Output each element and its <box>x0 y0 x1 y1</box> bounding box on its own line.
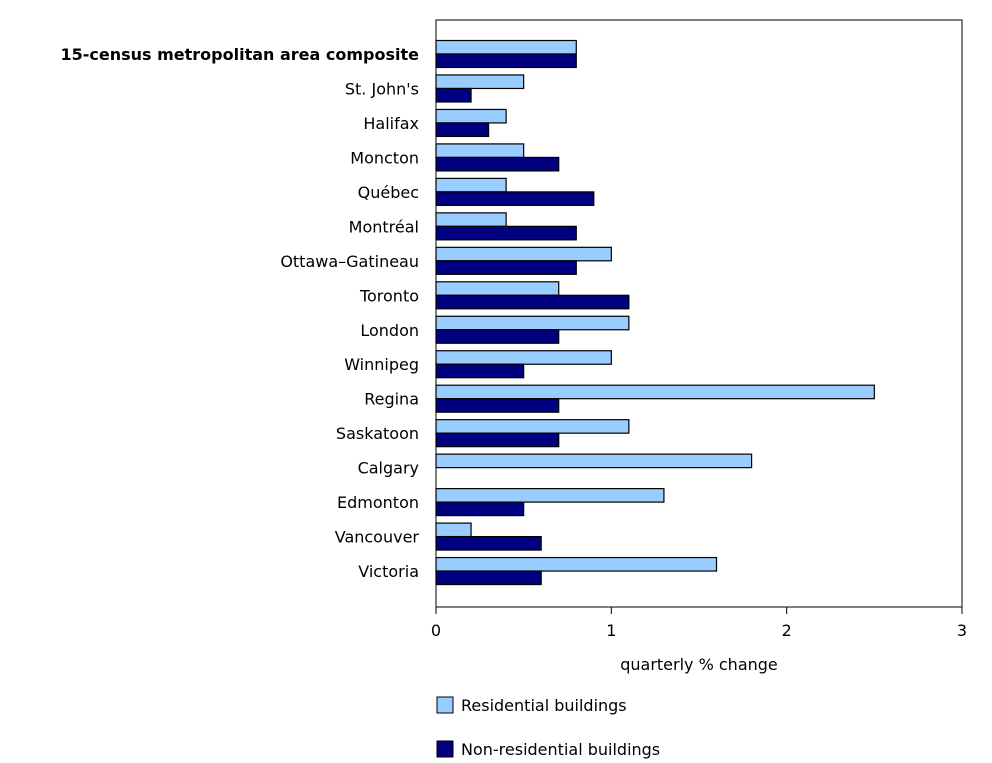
bar-non-residential <box>435 156 560 172</box>
category-label: Montréal <box>349 217 419 236</box>
bar-residential <box>435 453 753 469</box>
category-label: St. John's <box>345 79 419 98</box>
plot-frame <box>435 19 963 608</box>
bar-residential <box>435 212 507 227</box>
x-tick-label: 2 <box>782 621 792 640</box>
bar-non-residential <box>435 260 577 275</box>
category-label: Moncton <box>350 148 419 167</box>
category-label: Saskatoon <box>336 424 419 443</box>
legend: Residential buildings Non-residential bu… <box>436 696 660 759</box>
legend-swatch-non-residential <box>436 740 454 758</box>
bar-residential <box>435 384 875 400</box>
category-label: Winnipeg <box>344 355 419 374</box>
category-label: Edmonton <box>337 493 419 512</box>
category-label: London <box>360 321 419 340</box>
category-label: Calgary <box>358 459 419 478</box>
x-axis-label: quarterly % change <box>620 655 778 674</box>
bar-residential <box>435 315 630 331</box>
x-tick-label: 0 <box>431 621 441 640</box>
bar-non-residential <box>435 329 560 344</box>
bar-non-residential <box>435 570 542 586</box>
bar-non-residential <box>435 87 472 103</box>
bar-non-residential <box>435 398 560 413</box>
bar-non-residential <box>435 191 595 206</box>
legend-swatch-residential <box>436 696 454 714</box>
bar-residential <box>435 143 525 159</box>
bar-residential <box>435 246 612 262</box>
bar-residential <box>435 350 612 365</box>
category-label: Halifax <box>363 114 419 133</box>
bar-residential <box>435 522 472 538</box>
bar-residential <box>435 39 577 55</box>
category-label: Québec <box>358 183 419 202</box>
legend-label-residential: Residential buildings <box>461 696 627 715</box>
bar-non-residential <box>435 122 490 138</box>
bar-non-residential <box>435 432 560 448</box>
bar-non-residential <box>435 501 525 517</box>
legend-label-non-residential: Non-residential buildings <box>461 740 660 759</box>
category-label: Ottawa–Gatineau <box>280 252 419 271</box>
bar-non-residential <box>435 294 630 310</box>
bar-non-residential <box>435 225 577 241</box>
bar-residential <box>435 556 718 572</box>
category-label: Regina <box>364 390 419 409</box>
category-label: Toronto <box>359 286 419 305</box>
bar-residential <box>435 488 665 503</box>
bar-non-residential <box>435 53 577 69</box>
bar-residential <box>435 177 507 193</box>
bar-non-residential <box>435 363 525 379</box>
bar-residential <box>435 108 507 124</box>
x-tick-label: 1 <box>606 621 616 640</box>
bar-residential <box>435 419 630 434</box>
bar-non-residential <box>435 535 542 551</box>
category-label: Vancouver <box>335 528 420 547</box>
category-label: Victoria <box>358 562 419 581</box>
bar-residential <box>435 74 525 90</box>
x-tick-label: 3 <box>957 621 967 640</box>
bar-residential <box>435 281 560 296</box>
category-label: 15-census metropolitan area composite <box>60 45 419 64</box>
